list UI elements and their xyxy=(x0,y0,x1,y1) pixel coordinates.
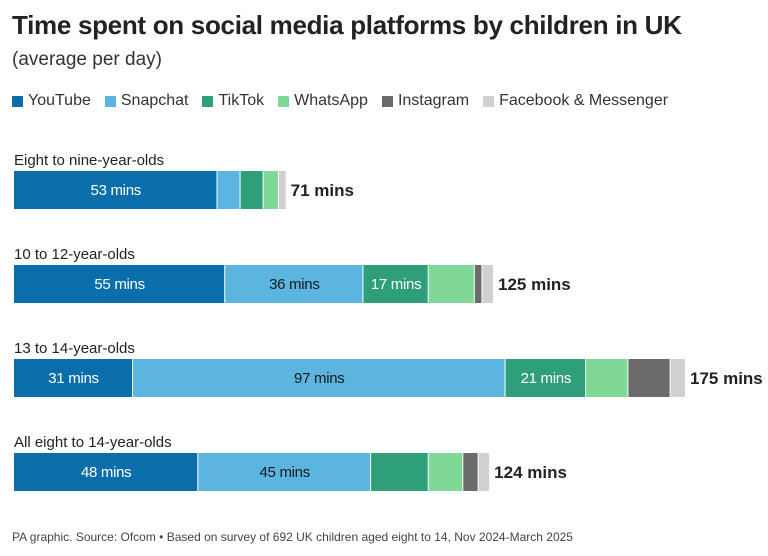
bar-total-label: 71 mins xyxy=(291,181,354,200)
bar-segment-facebook-messenger xyxy=(670,359,685,397)
group-label: 13 to 14-year-olds xyxy=(14,340,135,357)
bar-segment-facebook-messenger xyxy=(478,453,490,491)
legend-label: YouTube xyxy=(28,92,91,109)
bar-segment-whatsapp xyxy=(428,453,463,491)
group-label: 10 to 12-year-olds xyxy=(14,246,135,263)
bar-segment-youtube xyxy=(14,359,133,397)
bar-total-label: 175 mins xyxy=(690,369,763,388)
bar-segment-tiktok xyxy=(505,359,586,397)
legend-swatch xyxy=(104,95,116,107)
group-label: Eight to nine-year-olds xyxy=(14,152,164,169)
legend-item-whatsapp: WhatsApp xyxy=(278,92,368,110)
segment-value-label: 97 mins xyxy=(294,370,344,387)
legend-item-facebook-messenger: Facebook & Messenger xyxy=(483,92,668,110)
legend-swatch xyxy=(381,95,393,107)
segment-value-label: 31 mins xyxy=(48,370,98,387)
bar-segment-snapchat xyxy=(198,453,371,491)
legend-label: Instagram xyxy=(397,92,470,109)
bar-segment-tiktok xyxy=(371,453,428,491)
chart-title: Time spent on social media platforms by … xyxy=(12,10,682,40)
segment-value-label: 53 mins xyxy=(91,182,141,199)
bar-segment-instagram xyxy=(463,453,478,491)
legend-swatch xyxy=(483,95,495,107)
group-label: All eight to 14-year-olds xyxy=(14,434,172,451)
bar-segment-snapchat xyxy=(133,359,505,397)
source-note: PA graphic. Source: Ofcom • Based on sur… xyxy=(12,530,573,544)
bar-segment-snapchat xyxy=(225,265,363,303)
legend-label: Facebook & Messenger xyxy=(499,92,669,109)
bar-segment-youtube xyxy=(14,265,225,303)
bar-segment-snapchat xyxy=(217,171,240,209)
legend-item-snapchat: Snapchat xyxy=(104,92,189,110)
segment-value-label: 17 mins xyxy=(371,276,421,293)
bar-total-label: 124 mins xyxy=(494,463,567,482)
segment-value-label: 36 mins xyxy=(269,276,319,293)
legend-label: TikTok xyxy=(218,92,265,109)
bar-segment-tiktok xyxy=(363,265,428,303)
bar-segment-whatsapp xyxy=(263,171,278,209)
legend-label: WhatsApp xyxy=(294,92,368,109)
legend-label: Snapchat xyxy=(120,92,189,109)
segment-value-label: 45 mins xyxy=(260,464,310,481)
legend-item-tiktok: TikTok xyxy=(202,92,264,110)
bar-segment-whatsapp xyxy=(428,265,474,303)
legend-swatch xyxy=(202,95,214,107)
segment-value-label: 55 mins xyxy=(94,276,144,293)
legend-item-instagram: Instagram xyxy=(381,92,470,110)
bar-segment-tiktok xyxy=(240,171,263,209)
bar-segment-facebook-messenger xyxy=(278,171,286,209)
legend-item-youtube: YouTube xyxy=(12,92,91,110)
legend: YouTube Snapchat TikTok WhatsApp Instagram Fa… xyxy=(12,92,682,110)
bar-segment-instagram xyxy=(474,265,482,303)
bar-segment-instagram xyxy=(628,359,670,397)
legend-swatch xyxy=(12,95,23,107)
bar-total-label: 125 mins xyxy=(498,275,571,294)
bar-segment-youtube xyxy=(14,171,217,209)
bar-segment-facebook-messenger xyxy=(482,265,493,303)
legend-swatch xyxy=(278,95,290,107)
bar-segment-whatsapp xyxy=(586,359,628,397)
chart-subtitle: (average per day) xyxy=(12,49,162,70)
segment-value-label: 21 mins xyxy=(521,370,571,387)
bar-segment-youtube xyxy=(14,453,198,491)
segment-value-label: 48 mins xyxy=(81,464,131,481)
